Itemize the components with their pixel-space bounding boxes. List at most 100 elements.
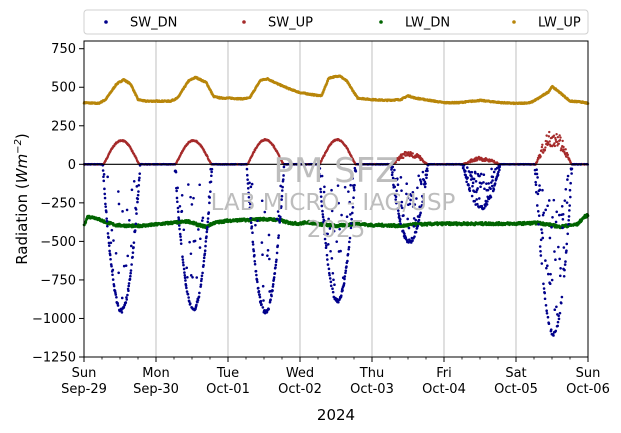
sw-dn-point <box>186 292 190 296</box>
sw-dn-point <box>491 175 495 179</box>
sw-dn-point <box>114 251 118 255</box>
sw-dn-point <box>485 203 489 206</box>
sw-dn-point <box>254 269 258 273</box>
sw-dn-point <box>346 252 350 256</box>
sw-dn-point <box>195 276 199 279</box>
sw-dn-point <box>204 244 207 248</box>
sw-dn-point <box>107 244 111 247</box>
sw-dn-point <box>115 295 118 299</box>
sw-dn-point <box>209 180 213 184</box>
sw-dn-point <box>106 224 109 228</box>
sw-dn-point <box>277 236 280 240</box>
sw-dn-point <box>102 179 106 183</box>
sw-dn-point <box>414 218 418 222</box>
sw-dn-point <box>424 182 427 185</box>
sw-dn-point <box>176 200 179 204</box>
sw-dn-point <box>327 243 330 246</box>
sw-dn-point <box>136 197 140 201</box>
sw-dn-point <box>473 199 477 203</box>
sw-dn-point <box>138 172 142 175</box>
sw-dn-point <box>339 294 343 298</box>
sw-dn-point <box>328 273 331 277</box>
sw-dn-point <box>134 208 138 211</box>
sw-up-point <box>411 152 414 155</box>
series-lw-up <box>82 74 590 106</box>
sw-dn-point <box>271 283 275 286</box>
sw-dn-point <box>406 217 409 221</box>
sw-dn-point <box>479 185 482 189</box>
sw-dn-point <box>261 284 265 288</box>
sw-dn-point <box>467 183 470 187</box>
sw-dn-point <box>111 278 115 281</box>
sw-dn-point <box>127 289 130 293</box>
sw-dn-point <box>125 298 129 301</box>
sw-dn-point <box>117 202 121 206</box>
sw-dn-point <box>333 283 336 286</box>
sw-dn-point <box>261 306 265 309</box>
sw-dn-point <box>470 194 474 198</box>
sw-dn-point <box>129 274 132 278</box>
sw-dn-point <box>210 167 214 171</box>
sw-dn-point <box>255 273 258 277</box>
sw-dn-point <box>185 286 188 290</box>
sw-dn-point <box>201 271 204 275</box>
sw-dn-point <box>127 284 131 288</box>
sw-dn-point <box>103 196 107 200</box>
sw-dn-point <box>492 188 496 191</box>
sw-dn-point <box>126 254 130 258</box>
sw-dn-point <box>472 177 476 181</box>
sw-dn-point <box>330 257 334 260</box>
sw-dn-point <box>253 262 257 266</box>
sw-dn-point <box>182 263 185 267</box>
sw-dn-point <box>245 167 249 171</box>
sw-dn-point <box>417 218 421 222</box>
sw-dn-point <box>478 174 481 178</box>
sw-dn-point <box>138 176 141 180</box>
sw-dn-point <box>332 278 335 282</box>
sw-dn-point <box>197 228 200 231</box>
sw-dn-point <box>179 242 183 245</box>
sw-dn-point <box>124 301 128 304</box>
sw-dn-point <box>202 259 206 263</box>
sw-dn-point <box>471 184 474 188</box>
sw-dn-point <box>181 258 185 261</box>
sw-dn-point <box>267 307 270 311</box>
sw-dn-point <box>111 268 115 272</box>
sw-dn-point <box>329 280 333 284</box>
sw-dn-point <box>482 173 486 177</box>
sw-dn-point <box>174 170 178 174</box>
sw-dn-point <box>329 249 332 253</box>
sw-dn-point <box>275 258 278 262</box>
sw-dn-point <box>117 271 120 275</box>
sw-dn-point <box>183 273 187 277</box>
sw-dn-point <box>105 219 109 223</box>
sw-dn-point <box>185 290 189 293</box>
sw-dn-point <box>253 260 257 263</box>
sw-dn-point <box>246 178 249 181</box>
sw-dn-point <box>120 311 124 314</box>
sw-dn-point <box>199 283 203 286</box>
sw-dn-point <box>180 209 184 213</box>
sw-up-point <box>539 155 542 158</box>
sw-dn-point <box>419 182 423 186</box>
sw-dn-point <box>104 202 107 206</box>
sw-dn-point <box>257 289 261 293</box>
sw-dn-point <box>181 261 185 264</box>
sw-dn-point <box>486 200 489 203</box>
sw-dn-point <box>266 249 270 252</box>
sw-dn-point <box>250 182 254 186</box>
sw-dn-point <box>110 264 113 268</box>
sw-up-point <box>557 142 560 145</box>
sw-dn-point <box>192 196 195 200</box>
sw-dn-point <box>248 181 251 185</box>
sw-dn-point <box>196 298 200 302</box>
sw-dn-point <box>128 277 132 281</box>
sw-dn-point <box>278 221 282 224</box>
sw-dn-point <box>198 183 201 187</box>
sw-dn-point <box>249 217 252 220</box>
sw-dn-point <box>121 210 124 213</box>
sw-dn-point <box>493 182 497 185</box>
sw-dn-point <box>326 263 330 266</box>
sw-dn-point <box>202 256 206 260</box>
